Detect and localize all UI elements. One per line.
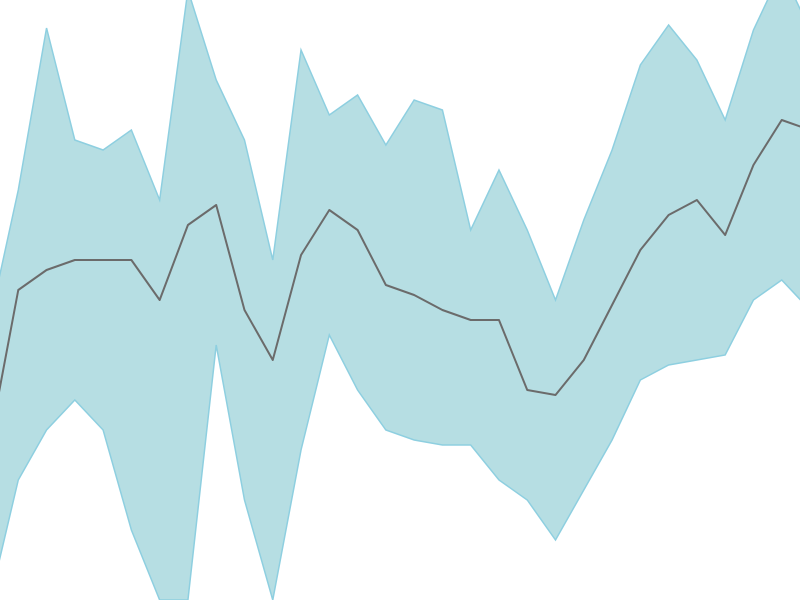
confidence-band-chart bbox=[0, 0, 800, 600]
